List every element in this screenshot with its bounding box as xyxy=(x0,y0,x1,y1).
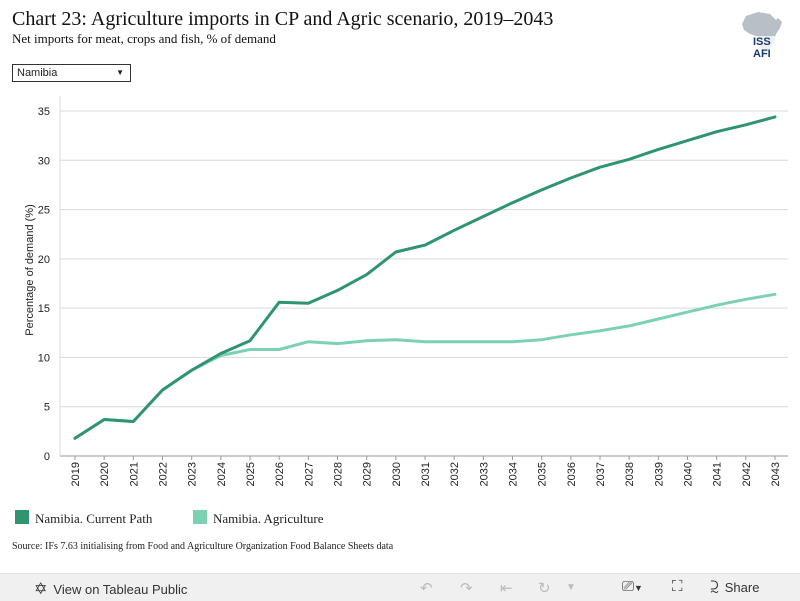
source-note: Source: IFs 7.63 initialising from Food … xyxy=(12,541,394,552)
legend-label-agriculture: Namibia. Agriculture xyxy=(213,511,324,526)
revert-icon[interactable]: ⇤ xyxy=(500,580,513,597)
x-tick-label: 2027 xyxy=(303,462,315,486)
series-layer xyxy=(73,115,777,440)
x-tick-label: 2020 xyxy=(99,462,111,486)
y-tick-label: 15 xyxy=(38,303,50,315)
y-tick-label: 20 xyxy=(38,254,50,266)
undo-icon[interactable]: ↶ xyxy=(420,580,433,597)
x-tick-label: 2025 xyxy=(245,462,257,486)
y-tick-label: 25 xyxy=(38,205,50,217)
fullscreen-icon[interactable]: ⛶ xyxy=(672,578,683,595)
tableau-icon: ✡ xyxy=(34,581,48,598)
x-tick-label: 2030 xyxy=(391,462,403,486)
refresh-icon[interactable]: ↻ xyxy=(538,580,551,597)
x-tick-label: 2043 xyxy=(770,462,782,486)
view-on-tableau-label: View on Tableau Public xyxy=(53,581,188,597)
dropdown-arrow-icon: ▼ xyxy=(116,68,124,77)
iss-afi-logo: ISS AFI xyxy=(736,10,792,60)
x-tick-label: 2023 xyxy=(187,462,199,486)
series-line-current-path[interactable] xyxy=(73,115,777,440)
x-tick-label: 2038 xyxy=(624,462,636,486)
x-tick-label: 2032 xyxy=(449,462,461,486)
page-subtitle: Net imports for meat, crops and fish, % … xyxy=(12,31,276,46)
grid-layer xyxy=(60,110,788,408)
x-tick-label: 2029 xyxy=(362,462,374,486)
x-tick-label: 2042 xyxy=(741,462,753,486)
y-tick-label: 5 xyxy=(44,402,50,414)
country-filter-value: Namibia xyxy=(17,67,58,79)
x-tick-label: 2019 xyxy=(70,462,82,486)
x-tick-label: 2041 xyxy=(712,462,724,486)
x-tick-label: 2024 xyxy=(216,462,228,486)
refresh-menu-chevron-icon[interactable]: ▼ xyxy=(566,582,576,593)
x-tick-label: 2037 xyxy=(595,462,607,486)
country-filter-dropdown[interactable]: Namibia ▼ xyxy=(12,64,131,82)
share-button[interactable]: ⫈ Share xyxy=(710,579,759,596)
legend-item-current-path[interactable]: Namibia. Current Path xyxy=(15,510,152,527)
y-tick-label: 35 xyxy=(38,106,50,118)
x-tick-label: 2040 xyxy=(683,462,695,486)
legend-swatch-agriculture xyxy=(193,510,207,524)
legend-label-current-path: Namibia. Current Path xyxy=(35,511,153,526)
x-tick-label: 2028 xyxy=(333,462,345,486)
logo-text: ISS AFI xyxy=(752,36,792,60)
x-tick-label: 2031 xyxy=(420,462,432,486)
y-tick-label: 0 xyxy=(44,451,50,463)
redo-icon[interactable]: ↷ xyxy=(460,580,473,597)
x-tick-label: 2033 xyxy=(478,462,490,486)
series-line-agriculture[interactable] xyxy=(73,292,777,440)
x-tick-label: 2034 xyxy=(508,462,520,486)
x-tick-label: 2039 xyxy=(653,462,665,486)
tableau-toolbar: ✡ View on Tableau Public ↶ ↷ ⇤ ↻ ▼ ⎚▼ ⛶ … xyxy=(0,573,800,601)
download-icon[interactable]: ⎚▼ xyxy=(622,578,643,595)
legend-item-agriculture[interactable]: Namibia. Agriculture xyxy=(193,510,323,527)
x-tick-label: 2026 xyxy=(274,462,286,486)
x-tick-label: 2022 xyxy=(158,462,170,486)
x-tick-label: 2021 xyxy=(128,462,140,486)
share-label: Share xyxy=(724,580,760,595)
view-on-tableau-link[interactable]: ✡ View on Tableau Public xyxy=(34,579,187,599)
x-tick-label: 2036 xyxy=(566,462,578,486)
x-tick-label: 2035 xyxy=(537,462,549,486)
page-title: Chart 23: Agriculture imports in CP and … xyxy=(12,8,554,30)
y-axis-label: Percentage of demand (%) xyxy=(24,204,36,335)
y-tick-label: 10 xyxy=(38,352,50,364)
share-icon: ⫈ xyxy=(710,579,719,596)
legend-swatch-current-path xyxy=(15,510,29,524)
y-tick-label: 30 xyxy=(38,155,50,167)
